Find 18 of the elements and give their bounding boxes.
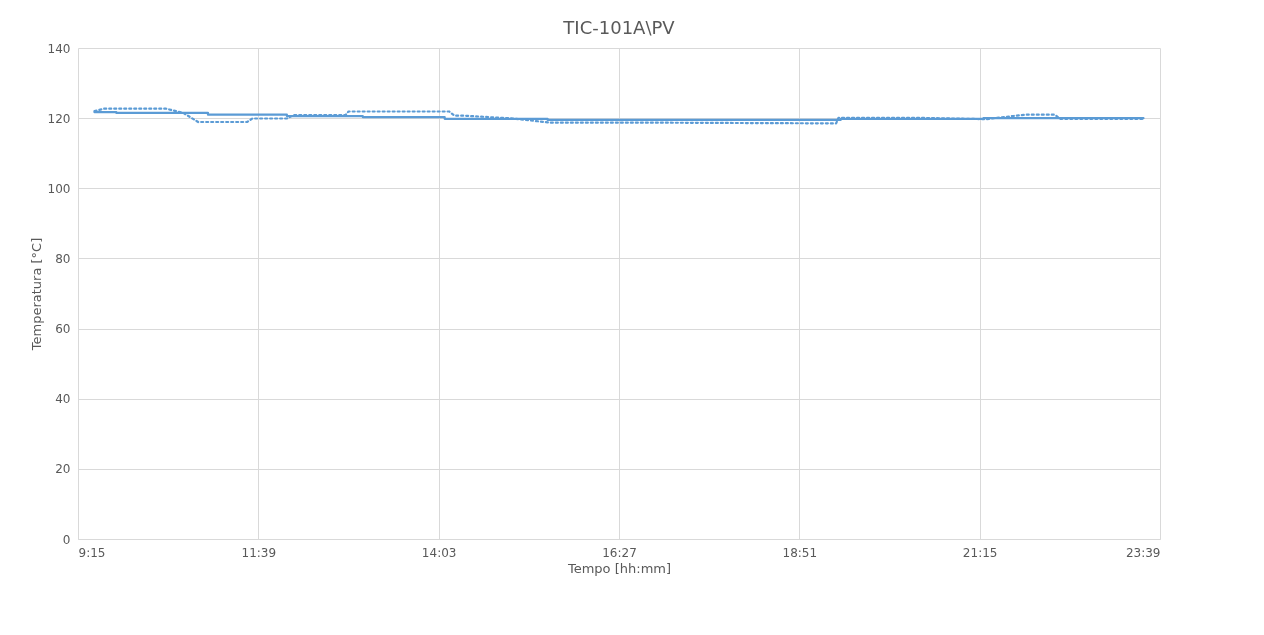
x-tick-label: 18:51 bbox=[782, 545, 818, 560]
chart-title: TIC-101A\PV bbox=[562, 17, 676, 38]
x-tick-label: 9:15 bbox=[78, 545, 106, 560]
x-tick-label: 21:15 bbox=[962, 545, 998, 560]
y-tick-label: 80 bbox=[55, 251, 71, 266]
x-tick-label: 16:27 bbox=[602, 545, 637, 560]
x-axis-title: Tempo [hh:mm] bbox=[566, 560, 672, 576]
y-tick-label: 140 bbox=[47, 41, 71, 56]
y-tick-label: 40 bbox=[55, 392, 71, 407]
y-tick-label: 100 bbox=[47, 181, 71, 196]
y-tick-label: 60 bbox=[55, 322, 71, 337]
y-tick-label: 0 bbox=[62, 532, 71, 547]
x-tick-label: 11:39 bbox=[241, 545, 277, 560]
x-tick-label: 23:39 bbox=[1125, 545, 1161, 560]
y-tick-label: 120 bbox=[47, 111, 71, 126]
y-tick-label: 20 bbox=[55, 462, 71, 477]
y-axis-title: Temperatura [°C] bbox=[28, 237, 44, 352]
x-tick-label: 14:03 bbox=[421, 545, 457, 560]
